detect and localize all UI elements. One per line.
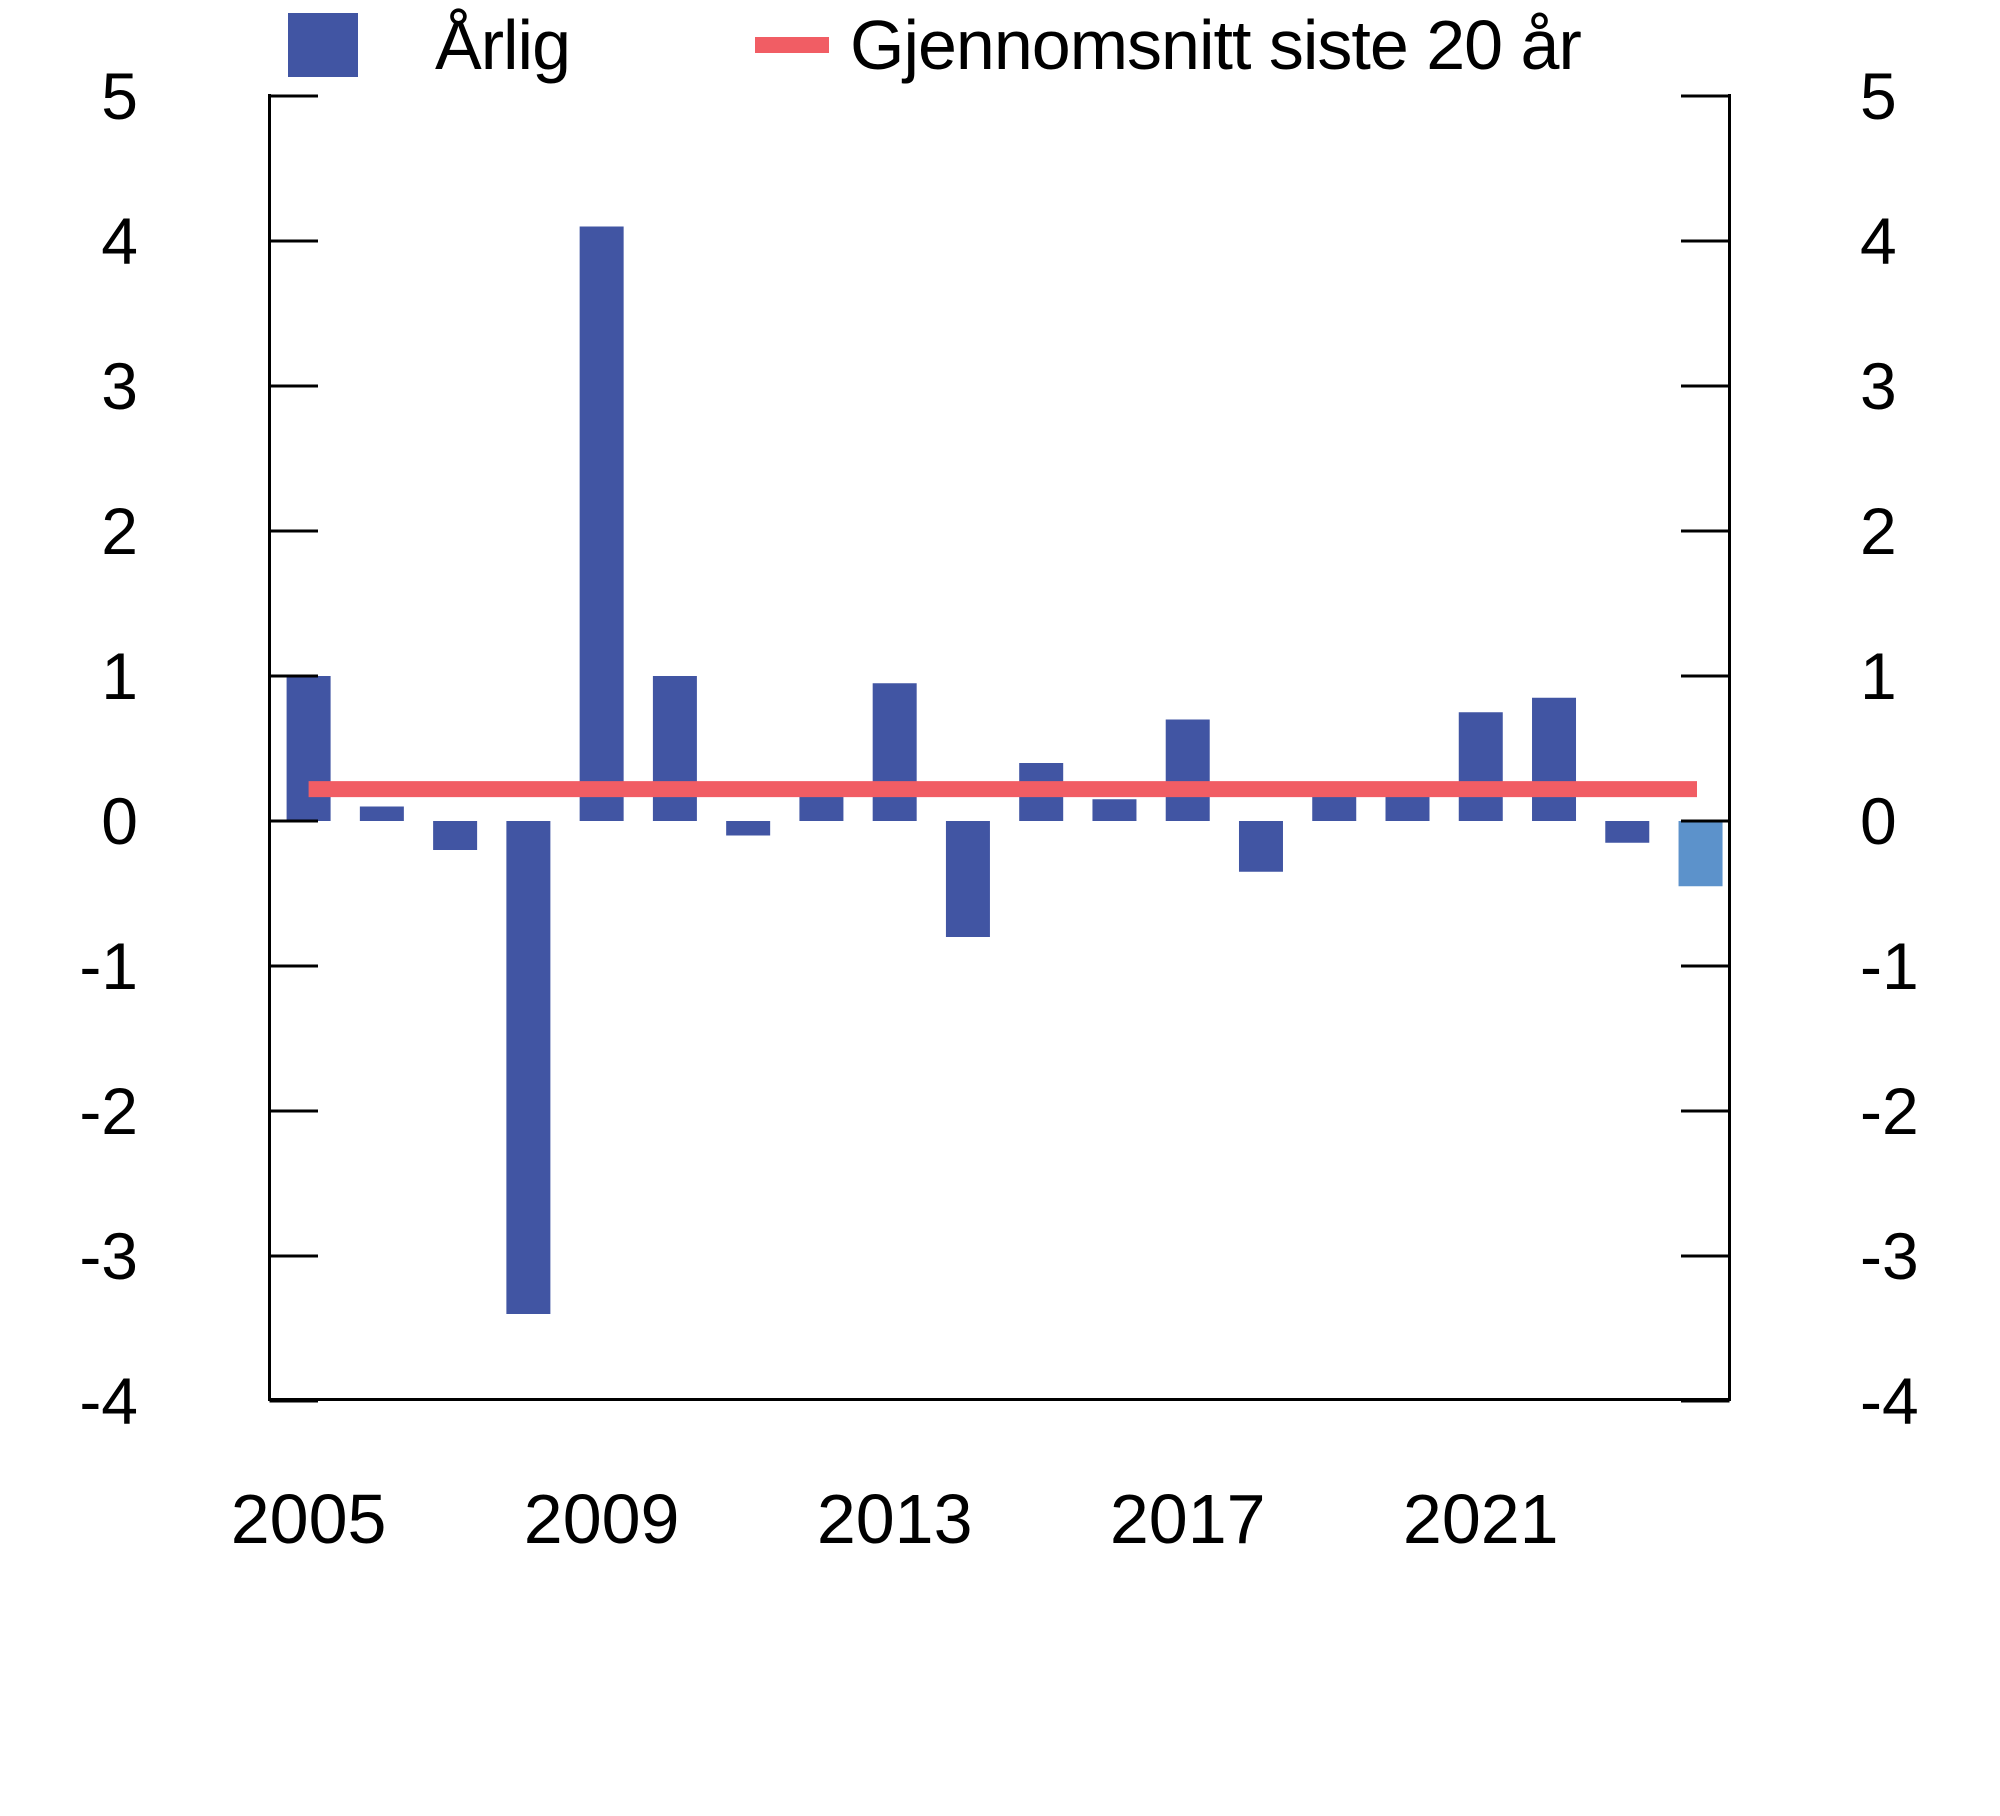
bar-2008 — [506, 821, 551, 1314]
bar-2010 — [652, 676, 697, 821]
legend-item-average: Gjennomsnitt siste 20 år — [755, 0, 1582, 90]
y-axis-label-left-2: 2 — [101, 494, 138, 568]
y-axis-label-right-1: 1 — [1860, 639, 1897, 713]
y-axis-label-right-4: 4 — [1860, 204, 1897, 278]
bar-2007 — [433, 821, 478, 850]
y-axis-label-left--2: -2 — [79, 1074, 138, 1148]
bar-2022 — [1532, 697, 1577, 821]
y-axis-label-left--4: -4 — [79, 1364, 138, 1438]
y-axis-label-left--1: -1 — [79, 929, 138, 1003]
y-axis-label-right--4: -4 — [1860, 1364, 1919, 1438]
y-axis-label-left-0: 0 — [101, 784, 138, 858]
x-labels: 2005 2009 2013 2017 2021 — [231, 1480, 1559, 1558]
y-axis-label-right-2: 2 — [1860, 494, 1897, 568]
legend-item-annual: Årlig — [288, 0, 571, 90]
y-axis-label-right--3: -3 — [1860, 1219, 1919, 1293]
legend-label-average: Gjennomsnitt siste 20 år — [850, 6, 1582, 84]
x-axis-label-2013: 2013 — [817, 1480, 973, 1558]
bar-2013 — [872, 683, 917, 821]
legend-swatch-annual-icon — [288, 13, 358, 77]
bars — [286, 226, 1723, 1314]
bar-2014 — [945, 821, 990, 937]
y-ticks: 5 5 4 4 3 3 2 2 1 1 0 0 -1 -1 -2 -2 -3 -3 -4 -4 — [79, 59, 1918, 1438]
bar-2011 — [726, 821, 771, 836]
legend-swatch-average-icon — [755, 37, 829, 53]
bar-2024 — [1678, 821, 1723, 887]
y-axis-label-right-5: 5 — [1860, 59, 1897, 133]
bar-2006 — [359, 806, 404, 821]
y-axis-label-left-3: 3 — [101, 349, 138, 423]
bar-2023 — [1605, 821, 1650, 843]
y-axis-label-left--3: -3 — [79, 1219, 138, 1293]
y-axis-label-left-1: 1 — [101, 639, 138, 713]
y-axis-label-left-5: 5 — [101, 59, 138, 133]
bar-2005 — [286, 676, 331, 821]
bar-2018 — [1238, 821, 1283, 872]
x-axis-label-2009: 2009 — [524, 1480, 680, 1558]
y-axis-label-right-3: 3 — [1860, 349, 1897, 423]
x-axis-label-2021: 2021 — [1403, 1480, 1559, 1558]
x-axis-label-2017: 2017 — [1110, 1480, 1266, 1558]
bar-2021 — [1458, 712, 1503, 821]
bar-2016 — [1092, 799, 1137, 821]
bar-2009 — [579, 226, 624, 821]
y-axis-label-right--1: -1 — [1860, 929, 1919, 1003]
x-axis-label-2005: 2005 — [231, 1480, 387, 1558]
y-axis-label-right--2: -2 — [1860, 1074, 1919, 1148]
y-axis-label-left-4: 4 — [101, 204, 138, 278]
y-axis-label-right-0: 0 — [1860, 784, 1897, 858]
legend-label-annual: Årlig — [435, 6, 571, 84]
bar-2017 — [1165, 719, 1210, 821]
